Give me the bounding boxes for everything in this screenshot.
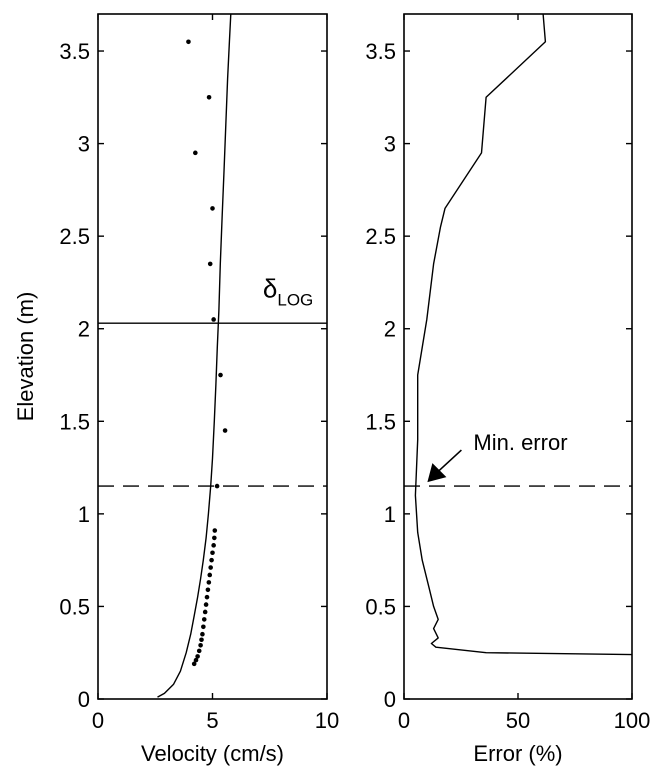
error-xtick-label: 0 [398,708,410,733]
velocity-data-point [211,317,216,322]
velocity-data-point [207,261,213,267]
velocity-data-point [186,39,191,45]
velocity-data-point [200,631,205,637]
velocity-data-point [201,624,206,630]
velocity-xtick-label: 5 [206,708,218,733]
error-xtick-label: 50 [506,708,530,733]
velocity-y-axis-label: Elevation (m) [13,292,38,422]
velocity-data-point [201,617,207,622]
velocity-series-line [157,14,232,698]
velocity-data-point [195,654,200,659]
velocity-ytick-label: 2.5 [59,224,90,249]
min-error-arrow-shaft [435,449,462,474]
velocity-ytick-label: 1.5 [59,409,90,434]
velocity-data-point [212,528,218,533]
velocity-data-point [191,661,197,667]
velocity-data-point [210,206,215,211]
velocity-data-point [193,657,199,663]
velocity-ytick-label: 3.5 [59,39,90,64]
velocity-data-point [203,602,209,607]
velocity-panel: 0 0.5 1 1.5 2 2.5 3 3.5 0 5 10 Velocity (cm/s) Eleva… [13,13,339,766]
velocity-data-point [206,95,212,100]
velocity-data-point [199,637,204,643]
velocity-data-point [210,550,215,556]
delta-log-label: δLOG [263,273,313,309]
error-ytick-label: 3.5 [365,39,396,64]
min-error-arrow-head [427,463,447,483]
velocity-x-axis-label: Velocity (cm/s) [141,741,284,766]
velocity-data-point [202,609,208,615]
error-panel: 0 0.5 1 1.5 2 2.5 3 3.5 0 50 100 Error (%) Min. erro… [365,13,651,766]
velocity-data-point [208,565,213,570]
error-ytick-label: 2.5 [365,224,396,249]
velocity-data-point [205,587,211,593]
velocity-data-point [218,372,223,378]
velocity-data-point [206,580,212,585]
velocity-ytick-label: 0.5 [59,594,90,619]
velocity-data-point [209,557,214,563]
velocity-data-point [222,428,228,433]
error-ytick-label: 0 [384,687,396,712]
error-xtick-label: 100 [614,708,651,733]
velocity-data-point [207,572,213,578]
velocity-data-point [211,543,216,548]
velocity-ytick-label: 3 [78,132,90,157]
velocity-data-point [212,535,217,541]
error-axes-frame [403,13,633,700]
velocity-data-point [214,483,220,489]
velocity-ytick-label: 1 [78,502,90,527]
velocity-xtick-label: 10 [315,708,339,733]
min-error-label: Min. error [473,430,567,455]
velocity-data-point [193,150,198,156]
error-ytick-label: 0.5 [365,594,396,619]
error-ytick-label: 1.5 [365,409,396,434]
error-plot-area [404,14,632,656]
velocity-ytick-label: 0 [78,687,90,712]
error-series-line [414,14,632,656]
error-x-axis-label: Error (%) [473,741,562,766]
velocity-data-point [198,643,203,648]
velocity-xtick-label: 0 [92,708,104,733]
velocity-data-point [204,594,210,600]
velocity-data-point [196,648,202,654]
error-ytick-label: 3 [384,132,396,157]
velocity-ytick-label: 2 [78,317,90,342]
error-ytick-label: 2 [384,317,396,342]
error-ytick-label: 1 [384,502,396,527]
velocity-axes-frame [97,13,328,700]
velocity-plot-area [98,14,327,698]
